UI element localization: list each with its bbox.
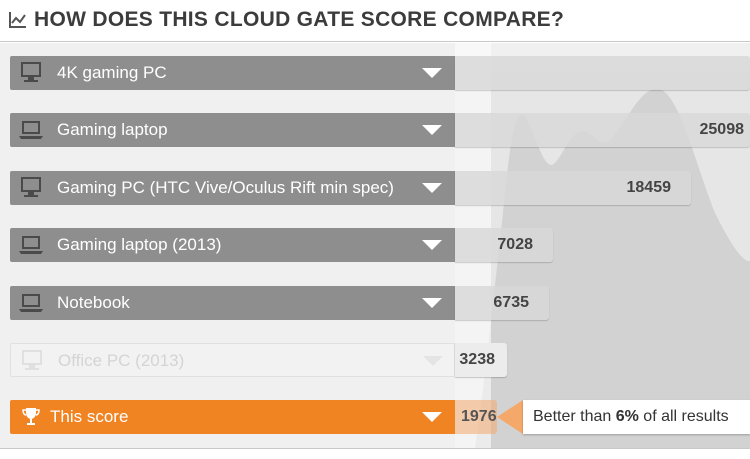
score-bar: 18459 [455,171,691,205]
percentile-value: 6% [615,408,639,425]
chevron-down-icon[interactable] [422,298,442,308]
laptop-icon [19,294,43,312]
line-chart-icon [9,12,26,28]
device-name: Office PC (2013) [58,351,185,370]
monitor-icon [21,177,41,197]
bottom-divider [0,448,750,449]
row-label[interactable]: Gaming laptop [10,113,455,147]
percentile-callout: Better than 6% of all results [523,400,750,434]
chevron-down-icon[interactable] [422,183,442,193]
section-title: HOW DOES THIS CLOUD GATE SCORE COMPARE? [34,8,565,31]
laptop-icon [19,121,43,139]
trophy-icon [22,408,40,425]
row-label[interactable]: 4K gaming PC [10,56,455,90]
score-bar: 1976 [455,400,497,434]
score-value: 1976 [461,408,497,425]
score-bar: 7028 [455,228,553,262]
chevron-down-icon[interactable] [422,68,442,78]
score-bar [455,56,750,90]
row-label[interactable]: Gaming laptop (2013) [10,228,455,262]
device-name: 4K gaming PC [57,63,167,82]
chevron-down-icon[interactable] [423,356,443,366]
device-name: Gaming PC (HTC Vive/Oculus Rift min spec… [57,178,394,197]
device-name: Notebook [57,293,130,312]
row-label[interactable]: Office PC (2013) [10,343,455,377]
chevron-down-icon[interactable] [422,412,442,422]
monitor-icon [22,350,42,370]
device-name: This score [50,407,129,426]
callout-pointer [497,400,523,434]
score-bar: 6735 [455,286,549,320]
score-value: 7028 [497,236,533,253]
score-bar: 3238 [455,343,507,377]
section-header: HOW DOES THIS CLOUD GATE SCORE COMPARE? [0,0,750,42]
row-label[interactable]: Gaming PC (HTC Vive/Oculus Rift min spec… [10,171,455,205]
row-label[interactable]: Notebook [10,286,455,320]
row-label[interactable]: This score [10,400,455,434]
score-value: 25098 [699,121,745,138]
score-value: 6735 [493,294,529,311]
score-bar: 25098 [455,113,750,147]
device-name: Gaming laptop (2013) [57,235,222,254]
score-value: 3238 [459,351,495,368]
monitor-icon [21,62,41,82]
chevron-down-icon[interactable] [422,125,442,135]
chevron-down-icon[interactable] [422,240,442,250]
score-value: 18459 [626,179,672,196]
percentile-text: Better than 6% of all results [533,408,729,425]
laptop-icon [19,236,43,254]
device-name: Gaming laptop [57,120,168,139]
